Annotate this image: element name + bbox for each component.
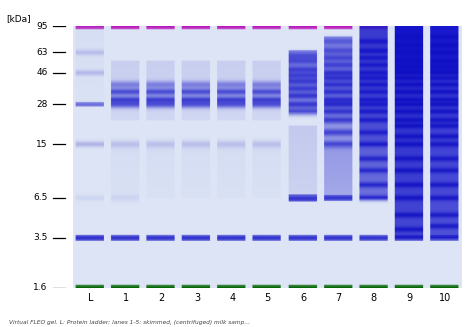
Text: 10: 10 [438,293,451,303]
Text: 63: 63 [36,48,48,57]
Text: 6: 6 [300,293,306,303]
Text: 6.5: 6.5 [33,194,48,202]
Text: 5: 5 [264,293,271,303]
Text: 95: 95 [36,22,48,31]
Text: 9: 9 [406,293,412,303]
Text: 3.5: 3.5 [33,233,48,242]
Text: 3: 3 [194,293,200,303]
Text: 1.6: 1.6 [33,283,48,292]
Text: L: L [88,293,94,303]
Text: 4: 4 [229,293,236,303]
Text: 7: 7 [336,293,342,303]
Text: 46: 46 [36,68,48,77]
Text: Virtual FLEO gel. L: Protein ladder; lanes 1-5: skimmed, (centrifuged) milk samp: Virtual FLEO gel. L: Protein ladder; lan… [9,320,250,325]
Text: 1: 1 [123,293,129,303]
Text: [kDa]: [kDa] [6,14,30,24]
Text: 8: 8 [371,293,377,303]
Text: 15: 15 [36,140,48,149]
Text: 2: 2 [159,293,165,303]
Text: 28: 28 [36,100,48,109]
